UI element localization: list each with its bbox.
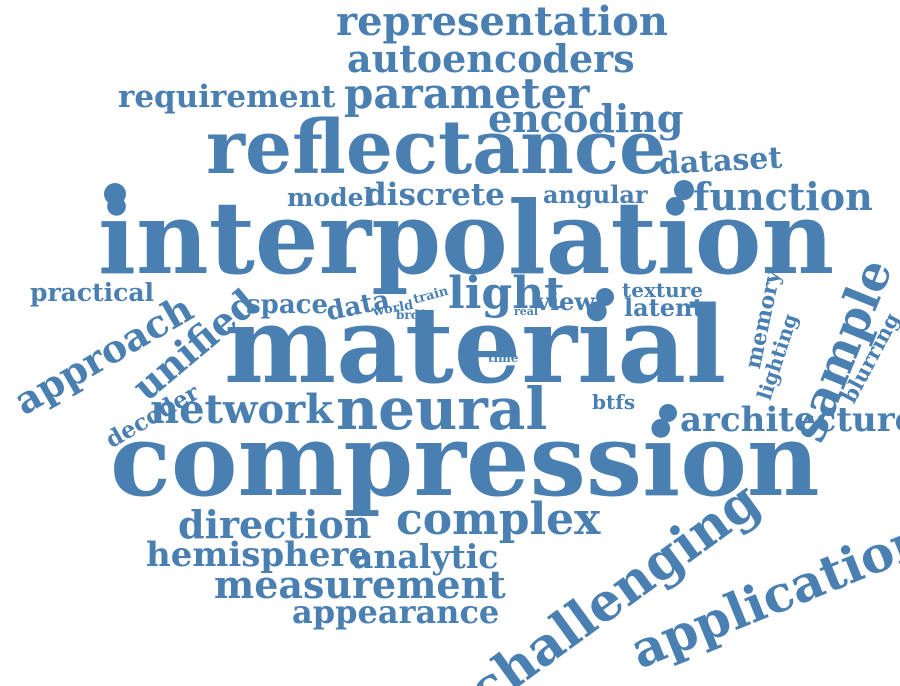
word-analytic: analytic	[352, 537, 499, 576]
word-latent: latent	[624, 293, 704, 322]
word-compression: compression	[110, 401, 820, 519]
word-appearance: appearance	[292, 593, 500, 631]
word-function: function	[693, 174, 873, 219]
word-architecture: architecture	[680, 400, 900, 440]
word-requirement: requirement	[118, 79, 336, 115]
word-space: space	[246, 290, 329, 320]
word-representation: representation	[336, 0, 668, 45]
word-encoding: encoding	[488, 96, 684, 141]
word-light: light	[448, 268, 565, 319]
word-autoencoders: autoencoders	[347, 36, 635, 81]
word-texture: texture	[622, 278, 703, 302]
word-material: material	[224, 282, 727, 407]
word-parameter: parameter	[344, 69, 590, 118]
decorative-dot	[596, 288, 614, 306]
word-discrete: discrete	[365, 177, 505, 213]
word-network: network	[150, 386, 333, 433]
word-complex: complex	[396, 494, 601, 545]
word-real: real	[514, 305, 539, 318]
word-btfs: btfs	[592, 390, 636, 414]
word-view: view	[536, 287, 595, 316]
word-practical: practical	[30, 278, 155, 307]
word-measurement: measurement	[214, 562, 506, 607]
decorative-dot	[104, 183, 126, 205]
decorative-dot	[659, 404, 677, 422]
word-hemisphere: hemisphere	[146, 535, 371, 575]
word-direction: direction	[178, 502, 372, 547]
decorative-dot	[674, 180, 694, 200]
word-reflectance: reflectance	[206, 105, 667, 191]
word-interpolation: interpolation	[98, 179, 835, 297]
word-time: time	[488, 351, 519, 365]
word-model: model	[287, 183, 374, 212]
word-neural: neural	[336, 375, 548, 443]
word-angular: angular	[543, 180, 648, 209]
word-brdf: brdf	[396, 308, 425, 322]
